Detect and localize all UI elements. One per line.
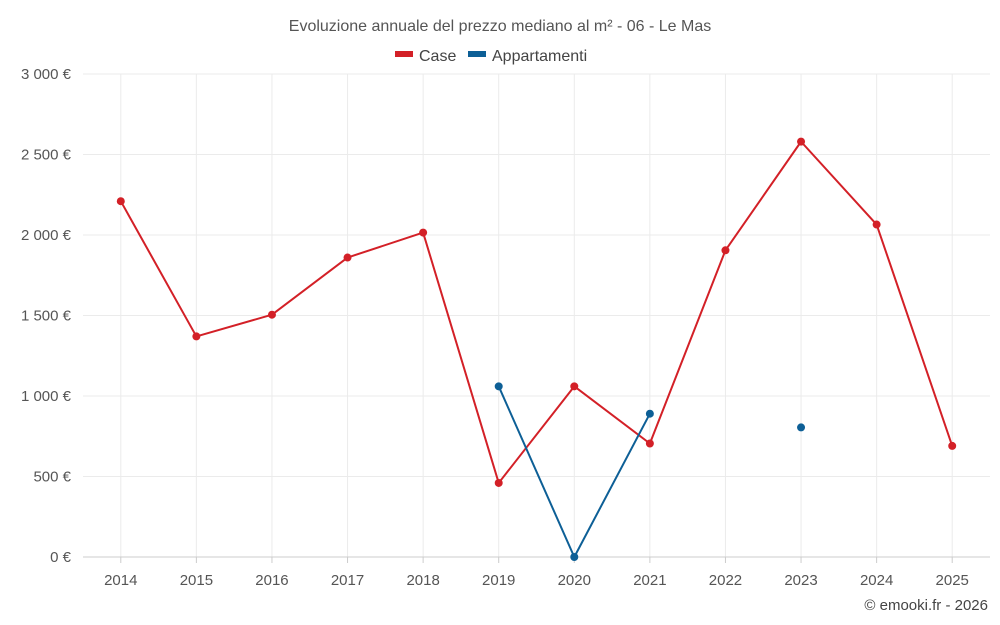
data-point[interactable] <box>872 220 881 229</box>
x-tick-label: 2020 <box>558 572 591 589</box>
x-tick-label: 2017 <box>331 572 364 589</box>
series-1 <box>494 382 806 561</box>
data-point[interactable] <box>721 246 730 255</box>
legend: Case Appartamenti <box>395 48 587 65</box>
data-point[interactable] <box>797 137 806 146</box>
x-tick-label: 2023 <box>784 572 817 589</box>
data-point[interactable] <box>192 332 201 341</box>
y-tick-label: 2 000 € <box>21 227 72 244</box>
legend-item-appartamenti[interactable]: Appartamenti <box>468 48 587 65</box>
y-tick-label: 2 500 € <box>21 147 72 164</box>
data-point[interactable] <box>494 382 503 391</box>
series <box>116 137 957 561</box>
chart-title: Evoluzione annuale del prezzo mediano al… <box>289 18 711 35</box>
x-tick-label: 2022 <box>709 572 742 589</box>
legend-label-appartamenti: Appartamenti <box>492 48 587 65</box>
y-tick-label: 1 500 € <box>21 308 72 325</box>
data-point[interactable] <box>645 409 654 418</box>
x-tick-label: 2025 <box>936 572 969 589</box>
x-tick-label: 2024 <box>860 572 893 589</box>
grid <box>83 73 990 557</box>
data-point[interactable] <box>948 441 957 450</box>
series-0 <box>116 137 957 487</box>
x-tick-label: 2016 <box>255 572 288 589</box>
legend-item-case[interactable]: Case <box>395 48 456 65</box>
legend-swatch-appartamenti <box>468 51 486 57</box>
y-tick-label: 1 000 € <box>21 388 72 405</box>
data-point[interactable] <box>797 423 806 432</box>
data-point[interactable] <box>267 310 276 319</box>
data-point[interactable] <box>570 553 579 561</box>
credit-text: © emooki.fr - 2026 <box>864 597 988 614</box>
y-tick-label: 500 € <box>33 469 71 486</box>
y-tick-label: 0 € <box>50 549 72 566</box>
data-point[interactable] <box>570 382 579 391</box>
data-point[interactable] <box>419 228 428 237</box>
data-point[interactable] <box>645 439 654 448</box>
series-line <box>119 140 954 484</box>
x-tick-label: 2019 <box>482 572 515 589</box>
axes: 0 € 500 € 1 000 € 1 500 € 2 000 € 2 500 € 3 00… <box>21 66 990 589</box>
legend-swatch-case <box>395 51 413 57</box>
data-point[interactable] <box>116 197 125 206</box>
data-point[interactable] <box>343 253 352 262</box>
x-tick-label: 2014 <box>104 572 137 589</box>
legend-label-case: Case <box>419 48 456 65</box>
y-tick-label: 3 000 € <box>21 66 72 83</box>
x-tick-label: 2021 <box>633 572 666 589</box>
x-tick-label: 2018 <box>406 572 439 589</box>
x-tick-label: 2015 <box>180 572 213 589</box>
data-point[interactable] <box>494 478 503 487</box>
